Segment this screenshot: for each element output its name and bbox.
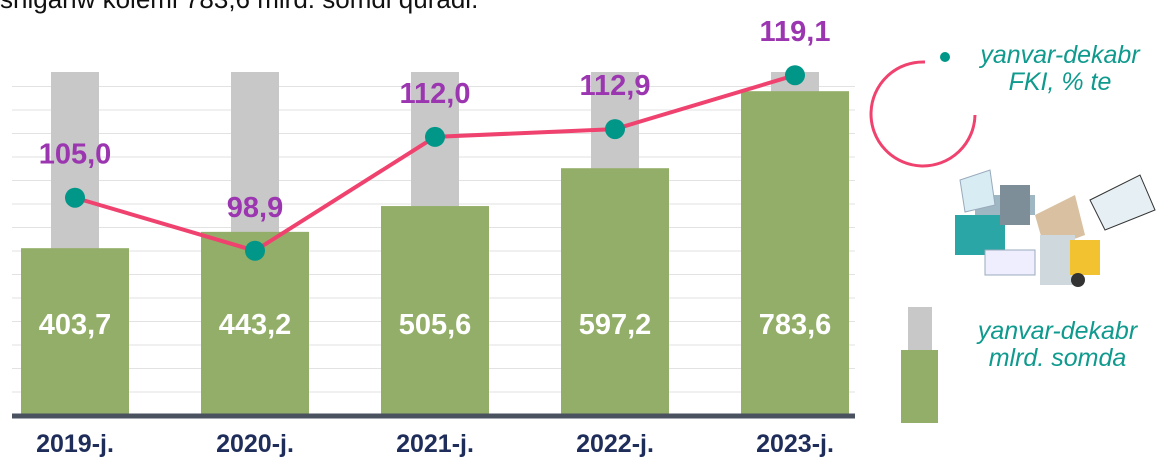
x-tick-label: 2020-j. — [216, 430, 294, 458]
line-value-label: 119,1 — [760, 16, 831, 48]
bar-value-label: 403,7 — [39, 309, 112, 341]
x-tick-label: 2021-j. — [396, 430, 474, 458]
line-marker — [605, 119, 625, 140]
line-marker — [65, 187, 85, 208]
x-tick-label: 2022-j. — [576, 430, 654, 458]
bar — [21, 248, 129, 415]
bar-value-label: 597,2 — [579, 309, 652, 341]
chart-title: shigariw kólemi 783,6 mlrd. somdi quradi… — [0, 0, 478, 15]
bar-value-label: 783,6 — [759, 309, 832, 341]
line-value-label: 112,9 — [580, 70, 651, 102]
bar — [201, 231, 309, 415]
line-marker — [785, 65, 805, 86]
line-value-label: 112,0 — [400, 78, 471, 110]
x-tick-label: 2019-j. — [36, 430, 114, 458]
x-tick-label: 2023-j. — [756, 430, 834, 458]
line-value-label: 105,0 — [39, 139, 112, 171]
legend-bar-icon — [901, 350, 938, 423]
illustration — [955, 169, 1156, 287]
bar — [561, 168, 669, 415]
legend-marker-icon — [940, 52, 950, 62]
legend-label: yanvar-dekabr FKI, % te — [980, 41, 1140, 96]
legend-label: yanvar-dekabr mlrd. somda — [977, 317, 1138, 372]
legend-line-icon — [869, 60, 977, 168]
line-marker — [245, 240, 265, 261]
bar-value-label: 505,6 — [399, 309, 472, 341]
line-value-label: 98,9 — [227, 192, 283, 224]
line-marker — [425, 126, 445, 147]
bar — [381, 206, 489, 415]
legend-bar-icon-bg — [908, 307, 932, 352]
bar-value-label: 443,2 — [219, 309, 292, 341]
bar — [741, 91, 849, 416]
